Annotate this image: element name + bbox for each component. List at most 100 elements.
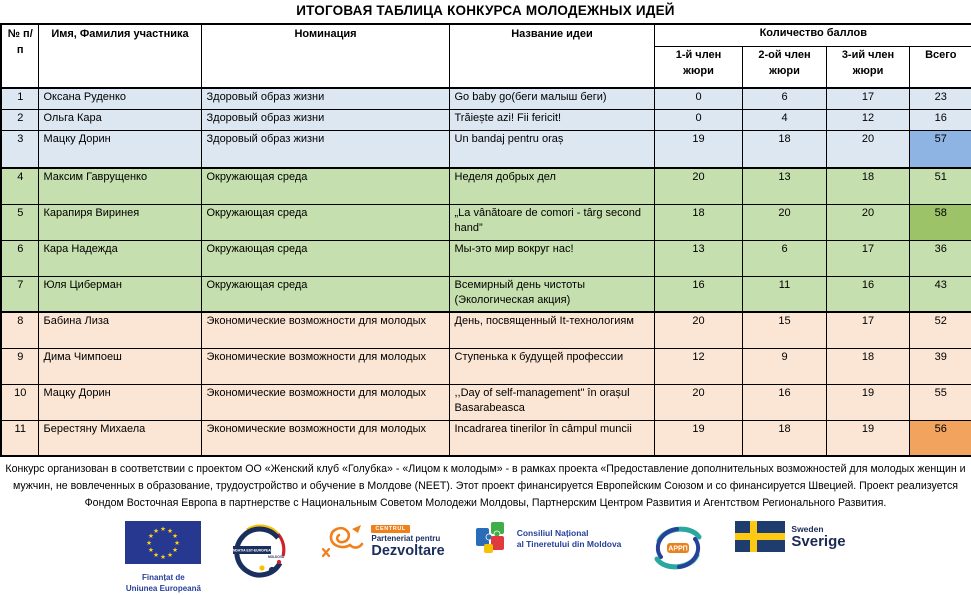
east-europe-foundation-logo: FUNDATIA EST-EUROPEANA MOLDOVA: [231, 521, 289, 579]
jury2-score: 6: [741, 87, 827, 110]
svg-text:★: ★: [167, 527, 173, 535]
jury1-score: 13: [653, 239, 743, 277]
centrul-badge: CENTRUL: [371, 524, 410, 534]
svg-text:★: ★: [153, 552, 159, 560]
total-score: 51: [908, 167, 971, 205]
jury1-score: 16: [653, 275, 743, 313]
idea-title: Un bandaj pentru oraș: [448, 129, 655, 169]
col-header-scores-group: Количество баллов: [653, 23, 971, 47]
svg-text:АРРП: АРРП: [669, 546, 688, 553]
svg-text:★: ★: [160, 553, 166, 561]
nomination: Экономические возможности для молодых: [200, 419, 450, 457]
footer-note: Конкурс организован в соответствии с про…: [5, 463, 966, 510]
nomination: Окружающая среда: [200, 275, 450, 313]
participant-name: Мацку Дорин: [37, 129, 202, 169]
total-score: 23: [908, 87, 971, 110]
idea-title: Go baby go(беги малыш беги): [448, 87, 655, 110]
col-header-jury1: 1-й член жюри: [653, 46, 743, 89]
row-number: 10: [0, 383, 39, 421]
table-row: 6 Кара Надежда Окружающая среда Мы-это м…: [0, 239, 971, 277]
svg-text:★: ★: [146, 539, 152, 547]
jury3-score: 20: [825, 129, 910, 169]
jury3-score: 17: [825, 87, 910, 110]
nomination: Экономические возможности для молодых: [200, 383, 450, 421]
jury3-score: 17: [825, 311, 910, 349]
table-row: 3 Мацку Дорин Здоровый образ жизни Un ba…: [0, 129, 971, 169]
row-number: 7: [0, 275, 39, 313]
table-row: 10 Мацку Дорин Экономические возможности…: [0, 383, 971, 421]
svg-text:★: ★: [173, 532, 179, 540]
sweden-logo: Sweden Sverige: [735, 521, 846, 553]
puzzle-icon: [475, 522, 504, 554]
table-row: 7 Юля Циберман Окружающая среда Всемирны…: [0, 275, 971, 313]
row-number: 11: [0, 419, 39, 457]
participant-name: Мацку Дорин: [37, 383, 202, 421]
jury1-score: 18: [653, 203, 743, 241]
row-number: 5: [0, 203, 39, 241]
total-score: 55: [908, 383, 971, 421]
total-score: 36: [908, 239, 971, 277]
jury1-score: 12: [653, 347, 743, 385]
nomination: Здоровый образ жизни: [200, 129, 450, 169]
jury3-score: 12: [825, 108, 910, 131]
row-number: 2: [0, 108, 39, 131]
nomination: Здоровый образ жизни: [200, 87, 450, 110]
svg-text:★: ★: [153, 527, 159, 535]
jury3-score: 17: [825, 239, 910, 277]
eu-caption: Finanțat de Uniunea Europeană: [126, 573, 201, 594]
jury2-score: 20: [741, 203, 827, 241]
consiliul-line1: Consiliul Național: [516, 528, 589, 539]
total-score: 52: [908, 311, 971, 349]
svg-text:FUNDATIA EST-EUROPEANA: FUNDATIA EST-EUROPEANA: [231, 549, 276, 553]
nomination: Окружающая среда: [200, 203, 450, 241]
row-number: 8: [0, 311, 39, 349]
sweden-line1: Sweden: [791, 523, 824, 534]
jury2-score: 9: [741, 347, 827, 385]
total-score: 58: [908, 203, 971, 241]
centrul-line2: Dezvoltare: [371, 543, 445, 560]
row-number: 4: [0, 167, 39, 205]
table-row: 1 Оксана Руденко Здоровый образ жизни Go…: [0, 87, 971, 110]
col-header-total: Всего: [908, 46, 971, 89]
jury2-score: 13: [741, 167, 827, 205]
participant-name: Бабина Лиза: [37, 311, 202, 349]
participant-name: Ольга Кара: [37, 108, 202, 131]
consiliul-national-logo: Consiliul Național al Tineretului din Mo…: [475, 521, 622, 557]
table-row: 4 Максим Гаврущенко Окружающая среда Нед…: [0, 167, 971, 205]
consiliul-line2: al Tineretului din Moldova: [516, 539, 622, 550]
jury2-score: 16: [741, 383, 827, 421]
idea-title: ,,Day of self-management" în orașul Basa…: [448, 383, 655, 421]
sweden-line2: Sverige: [791, 532, 846, 550]
col-header-number: № п/п: [0, 23, 39, 89]
svg-text:★: ★: [148, 546, 154, 554]
col-header-name: Имя, Фамилия участника: [37, 23, 202, 89]
participant-name: Максим Гаврущенко: [37, 167, 202, 205]
jury3-score: 16: [825, 275, 910, 313]
row-number: 1: [0, 87, 39, 110]
page-title: ИТОГОВАЯ ТАБЛИЦА КОНКУРСА МОЛОДЕЖНЫХ ИДЕ…: [296, 3, 675, 18]
centrul-text: CENTRUL Parteneriat pentru Dezvoltare: [371, 524, 445, 560]
total-score: 16: [908, 108, 971, 131]
nomination: Экономические возможности для молодых: [200, 347, 450, 385]
participant-name: Дима Чимпоеш: [37, 347, 202, 385]
centrul-bird-icon: [322, 525, 364, 558]
jury1-score: 20: [653, 311, 743, 349]
east-europe-foundation-icon: FUNDATIA EST-EUROPEANA MOLDOVA: [231, 524, 286, 578]
jury2-score: 15: [741, 311, 827, 349]
participant-name: Берестяну Михаела: [37, 419, 202, 457]
nomination: Окружающая среда: [200, 239, 450, 277]
logos-strip: ★ ★ ★ ★ ★ ★ ★ ★ ★ ★ ★ ★ Finanțat de Uniunea Euro…: [0, 521, 971, 594]
idea-title: Неделя добрых дел: [448, 167, 655, 205]
col-header-idea: Название идеи: [448, 23, 655, 89]
eu-caption-line1: Finanțat de: [142, 573, 185, 583]
participant-name: Оксана Руденко: [37, 87, 202, 110]
row-number: 9: [0, 347, 39, 385]
arrp-swirl-icon: АРРП: [654, 527, 702, 570]
idea-title: „La vânătoare de comori - târg second ha…: [448, 203, 655, 241]
row-number: 6: [0, 239, 39, 277]
idea-title: День, посвященный It-технологиям: [448, 311, 655, 349]
centrul-parteneriat-logo: CENTRUL Parteneriat pentru Dezvoltare: [319, 521, 445, 563]
idea-title: Мы-это мир вокруг нас!: [448, 239, 655, 277]
participant-name: Карапиря Виринея: [37, 203, 202, 241]
consiliul-text: Consiliul Național al Tineretului din Mo…: [517, 528, 622, 550]
